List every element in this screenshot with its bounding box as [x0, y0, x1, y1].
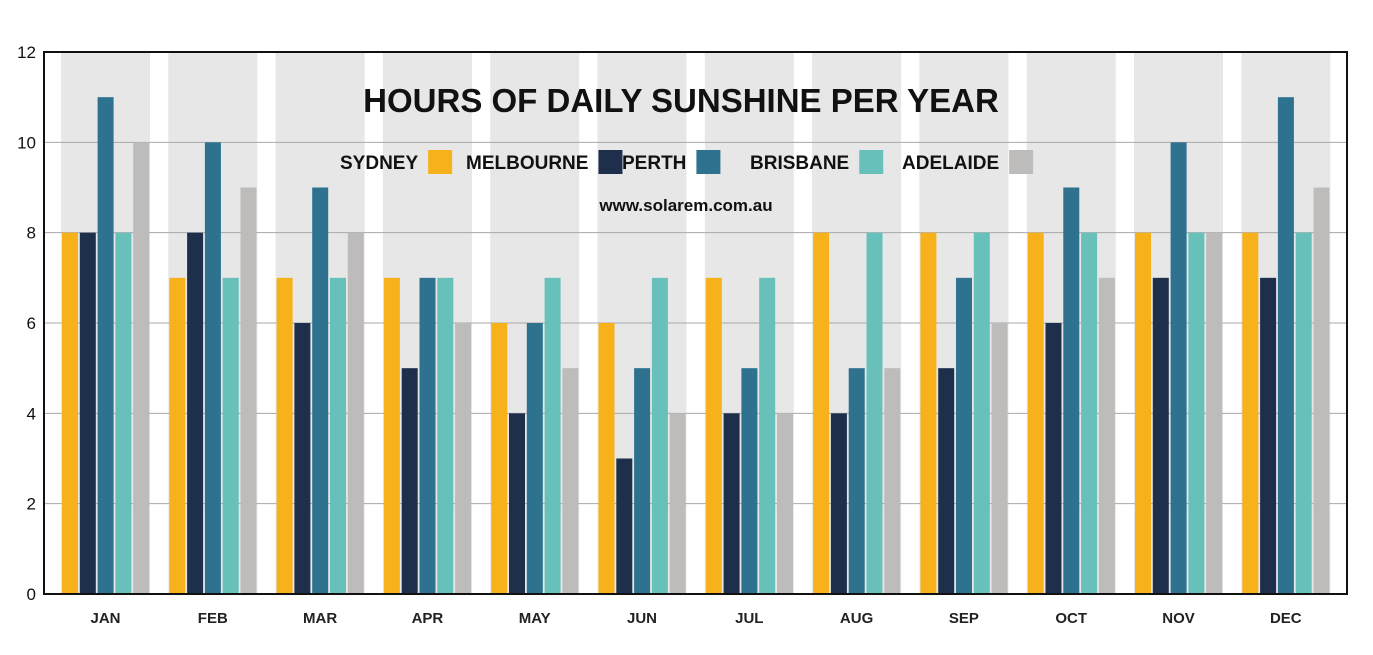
bar-adelaide-sep	[991, 323, 1008, 594]
bar-perth-may	[526, 323, 543, 594]
bar-adelaide-jan	[133, 142, 150, 595]
x-tick-label-jul: JUL	[735, 610, 763, 627]
x-tick-label-mar: MAR	[303, 610, 337, 627]
bars	[62, 97, 1330, 595]
bar-perth-feb	[204, 142, 221, 595]
legend-swatch-melbourne	[598, 150, 623, 174]
x-tick-label-nov: NOV	[1162, 610, 1195, 627]
bar-sydney-apr	[383, 277, 400, 594]
x-tick-label-apr: APR	[412, 610, 444, 627]
bar-adelaide-jun	[669, 413, 686, 594]
bar-sydney-aug	[813, 232, 830, 594]
bar-perth-apr	[419, 277, 436, 594]
bar-sydney-dec	[1242, 232, 1259, 594]
x-tick-label-feb: FEB	[198, 610, 228, 627]
legend-label-adelaide: ADELAIDE	[902, 153, 999, 174]
y-tick-label: 0	[27, 585, 36, 604]
bar-sydney-jan	[62, 232, 78, 594]
bar-brisbane-may	[544, 277, 561, 594]
legend-label-melbourne: MELBOURNE	[466, 153, 588, 174]
y-axis-ticks: 0 2 4 6 8 10 12	[17, 43, 36, 604]
bar-melbourne-oct	[1045, 323, 1062, 594]
bar-perth-aug	[848, 368, 865, 594]
bar-perth-oct	[1063, 187, 1080, 594]
bar-brisbane-oct	[1081, 232, 1098, 594]
bar-melbourne-aug	[830, 413, 847, 594]
bar-melbourne-dec	[1260, 277, 1277, 594]
bar-brisbane-aug	[866, 232, 883, 594]
bar-melbourne-mar	[294, 323, 311, 594]
bar-melbourne-jan	[79, 232, 96, 594]
bar-perth-jun	[634, 368, 651, 594]
bar-melbourne-may	[509, 413, 525, 594]
legend-swatch-sydney	[428, 150, 453, 174]
y-tick-label: 4	[27, 404, 36, 423]
bar-sydney-may	[491, 323, 508, 594]
bar-adelaide-dec	[1313, 187, 1330, 594]
bar-melbourne-jul	[723, 413, 740, 594]
bar-perth-nov	[1170, 142, 1187, 595]
x-tick-label-dec: DEC	[1270, 610, 1302, 627]
bar-perth-sep	[956, 277, 972, 594]
legend-label-perth: PERTH	[622, 153, 686, 174]
bar-sydney-nov	[1135, 232, 1151, 594]
legend-label-brisbane: BRISBANE	[750, 153, 849, 174]
bar-perth-mar	[312, 187, 329, 594]
bar-adelaide-feb	[240, 187, 257, 594]
bar-brisbane-jun	[651, 277, 668, 594]
x-tick-label-jan: JAN	[90, 610, 120, 627]
chart-title: HOURS OF DAILY SUNSHINE PER YEAR	[363, 82, 999, 119]
x-tick-label-aug: AUG	[840, 610, 873, 627]
bar-adelaide-may	[562, 368, 579, 594]
bar-melbourne-feb	[187, 232, 204, 594]
bar-sydney-jul	[705, 277, 722, 594]
y-tick-label: 6	[27, 314, 36, 333]
bar-brisbane-dec	[1295, 232, 1312, 594]
legend-swatch-brisbane	[859, 150, 884, 174]
bar-sydney-jun	[598, 323, 615, 594]
bar-sydney-sep	[920, 232, 937, 594]
gridlines	[44, 141, 1347, 505]
x-tick-label-oct: OCT	[1055, 610, 1087, 627]
bar-sydney-feb	[169, 277, 186, 594]
bar-brisbane-jul	[759, 277, 776, 594]
y-tick-label: 12	[17, 43, 36, 62]
bar-brisbane-feb	[222, 277, 239, 594]
legend-label-sydney: SYDNEY	[340, 153, 418, 174]
bar-brisbane-jan	[115, 232, 132, 594]
bar-brisbane-mar	[330, 277, 346, 594]
y-tick-label: 10	[17, 133, 36, 152]
bar-adelaide-nov	[1206, 232, 1223, 594]
x-tick-label-sep: SEP	[949, 610, 979, 627]
source-url: www.solarem.com.au	[598, 196, 772, 215]
x-tick-label-jun: JUN	[627, 610, 657, 627]
bar-melbourne-apr	[401, 368, 418, 594]
bar-adelaide-apr	[455, 323, 472, 594]
bar-perth-jan	[97, 97, 114, 595]
bar-melbourne-jun	[616, 458, 633, 594]
bar-adelaide-mar	[347, 232, 364, 594]
bar-brisbane-apr	[437, 277, 454, 594]
bar-melbourne-sep	[938, 368, 955, 594]
bar-adelaide-aug	[884, 368, 901, 594]
bar-adelaide-oct	[1098, 277, 1115, 594]
y-tick-label: 8	[27, 224, 36, 243]
x-axis-ticks: JAN FEB MAR APR MAY JUN JUL AUG SEP OCT NOV DEC	[90, 610, 1301, 627]
plot-frame	[43, 51, 1348, 595]
legend-swatch-adelaide	[1009, 150, 1034, 174]
bar-perth-dec	[1277, 97, 1294, 595]
bar-sydney-mar	[276, 277, 293, 594]
legend-swatch-perth	[696, 150, 721, 174]
bar-melbourne-nov	[1152, 277, 1169, 594]
legend: SYDNEY MELBOURNE PERTH BRISBANE ADELAIDE	[340, 150, 1034, 174]
x-tick-label-may: MAY	[519, 610, 551, 627]
bar-brisbane-nov	[1188, 232, 1205, 594]
bar-sydney-oct	[1027, 232, 1044, 594]
bar-brisbane-sep	[973, 232, 990, 594]
y-tick-label: 2	[27, 495, 36, 514]
bar-perth-jul	[741, 368, 758, 594]
bar-adelaide-jul	[777, 413, 793, 594]
